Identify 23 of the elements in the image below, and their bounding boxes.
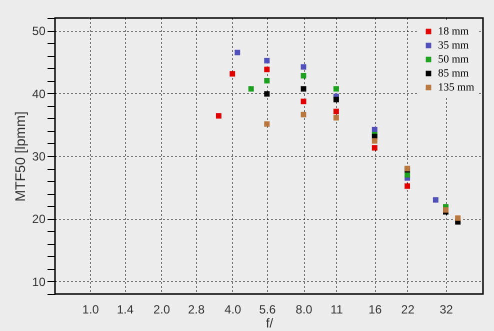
y-tick-label: 30 [32,150,46,164]
x-tick-label: 1.0 [82,302,100,316]
x-tick-label: 11 [330,302,344,316]
y-tick-label: 10 [32,274,46,289]
y-axis-title: MTF50 [lpmm] [12,111,28,202]
x-tick-label: 2.8 [188,302,205,316]
y-tick-label: 20 [32,212,46,226]
x-tick-label: 8.0 [296,302,313,316]
legend-label: 50 mm [438,54,470,66]
x-tick-label: 2.0 [153,302,170,316]
x-axis-title: f/ [266,316,274,330]
legend-label: 85 mm [438,68,470,80]
y-tick-label: 50 [32,24,46,38]
y-tick-label: 40 [32,86,46,101]
x-tick-label: 32 [440,302,454,316]
x-tick-label: 22 [401,302,415,316]
x-tick-label: 16 [368,302,382,316]
legend-label: 35 mm [438,40,470,52]
x-tick-label: 1.4 [116,302,134,316]
legend-label: 18 mm [438,26,470,38]
x-tick-label: 4.0 [224,302,242,316]
legend-label: 135 mm [438,82,475,94]
x-tick-label: 5.6 [259,302,276,316]
